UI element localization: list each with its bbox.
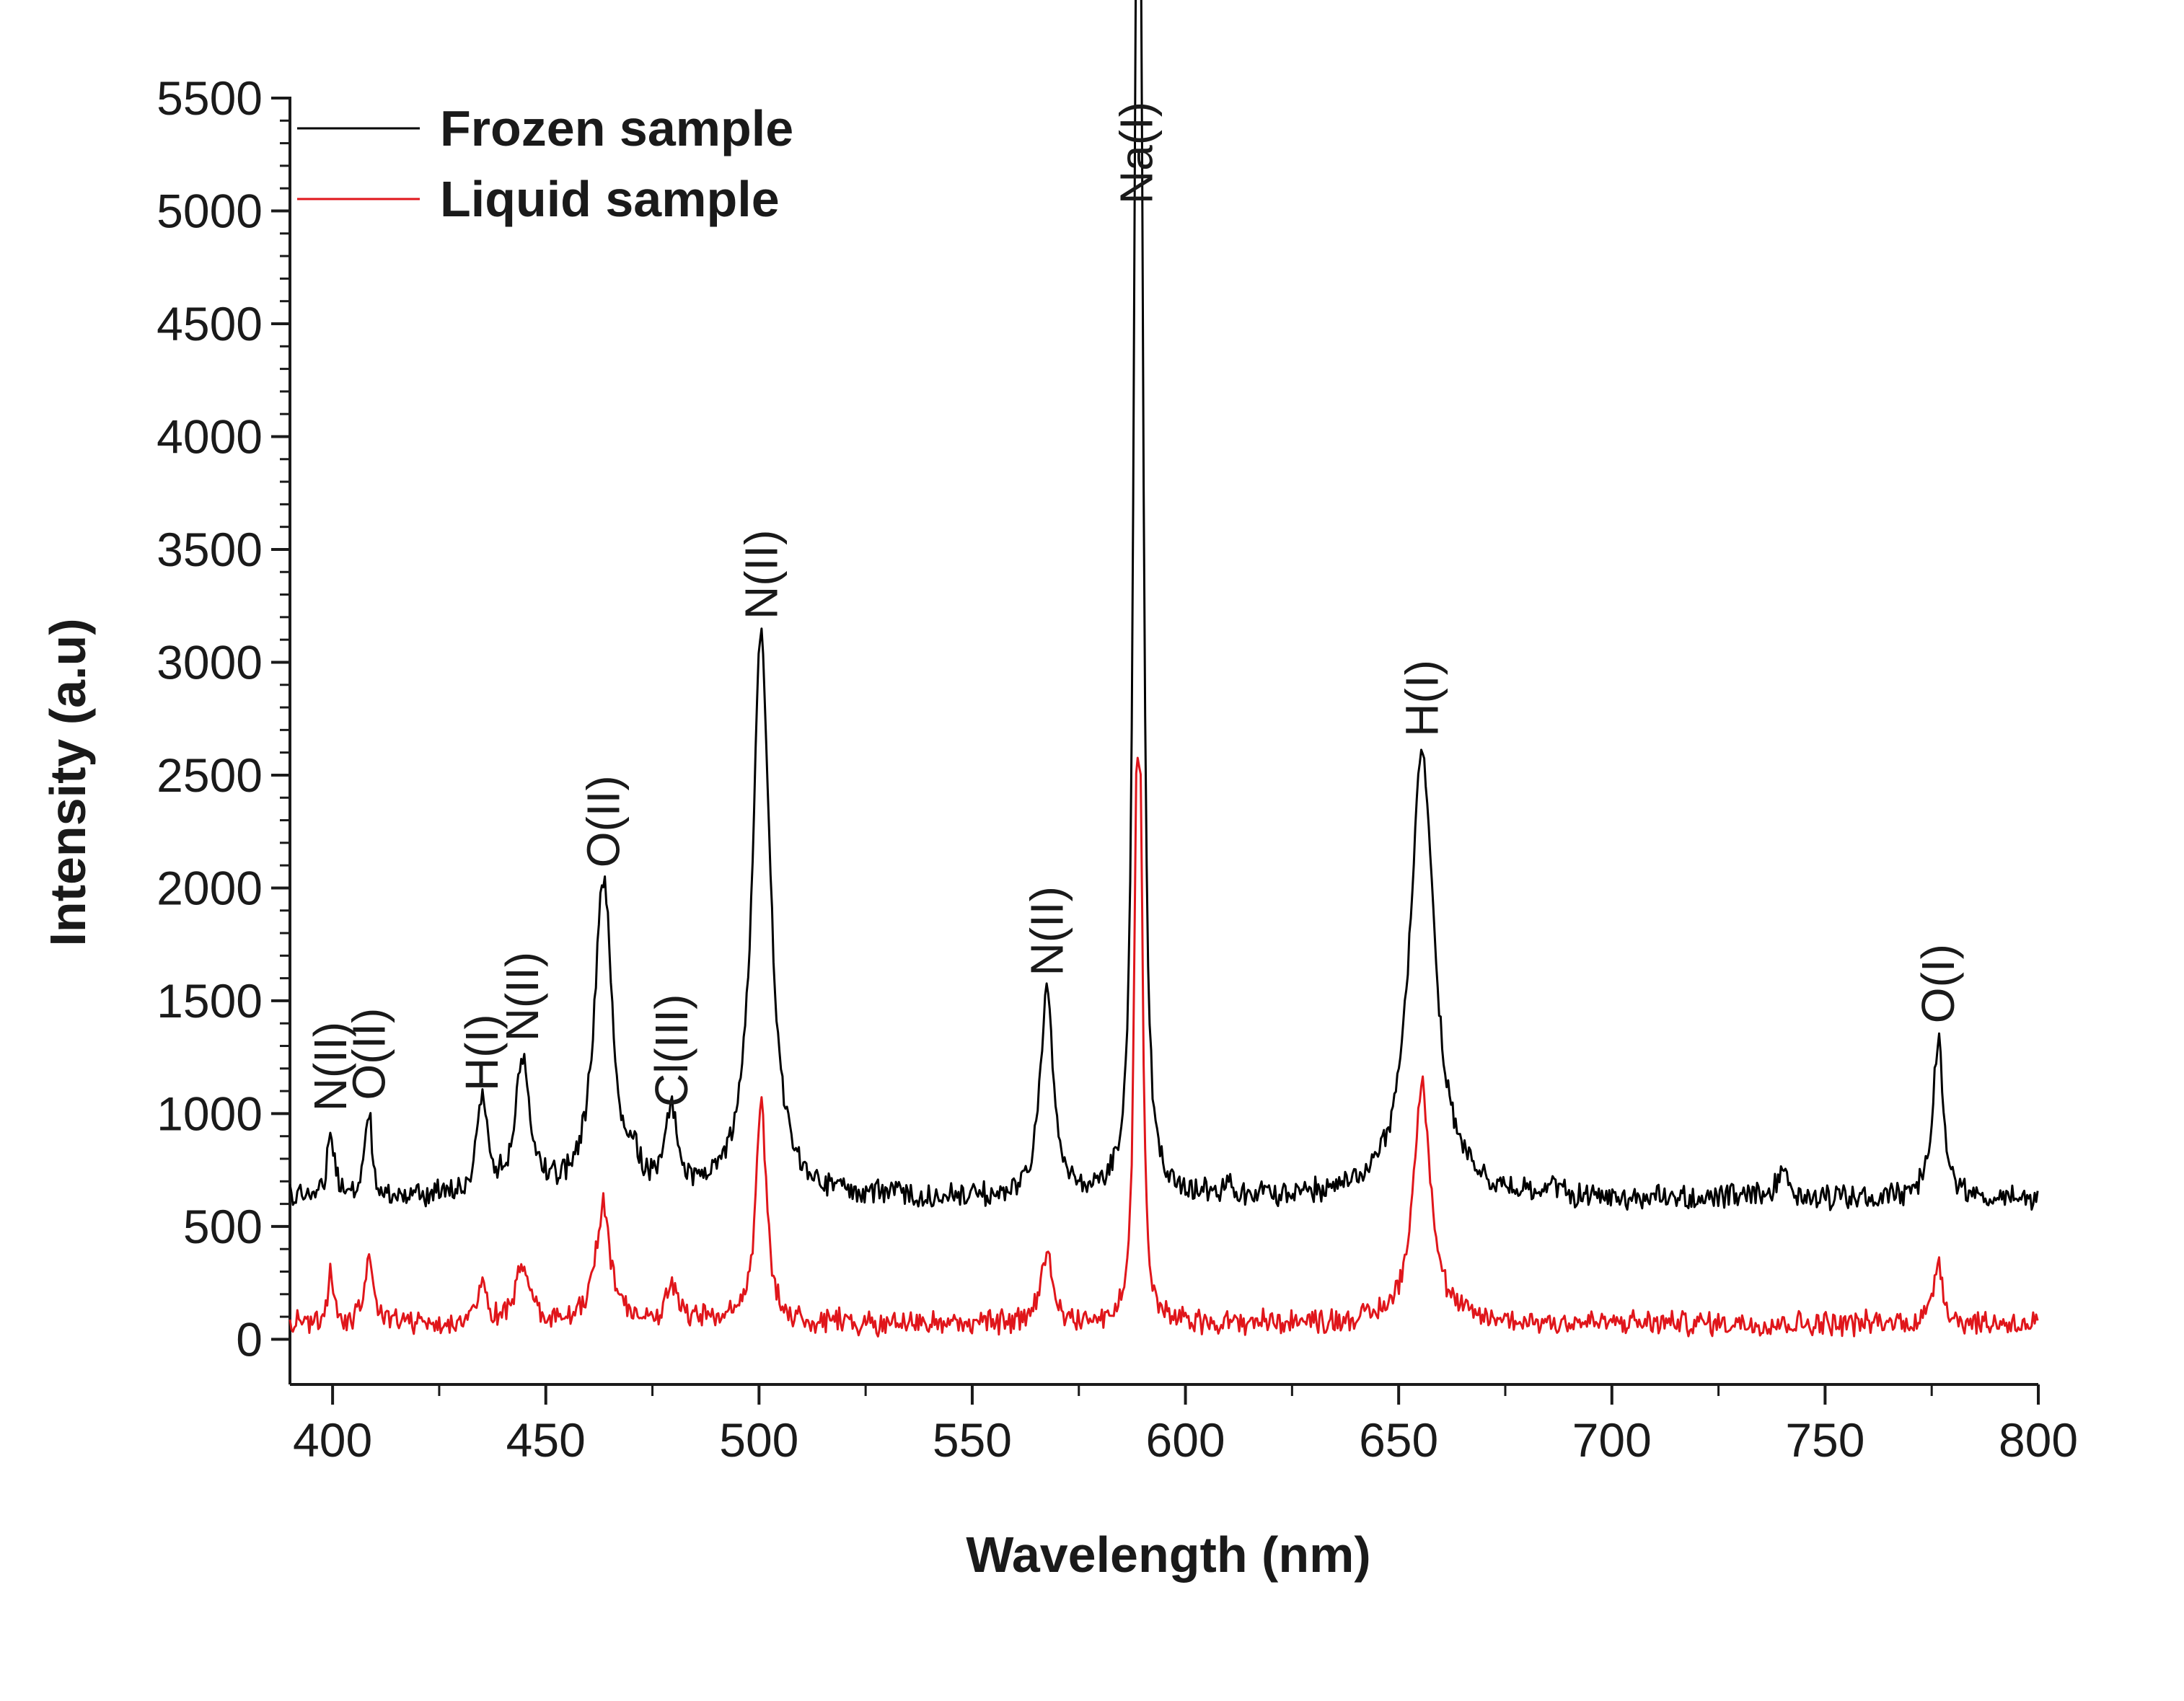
y-tick-label: 2000 [157,861,263,914]
series-line-liquid [289,756,2039,1338]
peak-label: N(II) [735,530,787,619]
y-tick-label: 500 [183,1200,263,1253]
x-tick-label: 650 [1359,1413,1438,1467]
peak-label: Na(I) [1111,102,1163,204]
x-tick-label: 550 [933,1413,1012,1467]
y-tick-label: 5500 [157,71,263,125]
y-tick-label: 3500 [157,523,263,576]
series-line-frozen [289,0,2039,1211]
y-axis-title: Intensity (a.u) [40,618,96,946]
x-tick-label: 450 [506,1413,586,1467]
peak-label: H(I) [456,1014,508,1091]
x-tick-label: 800 [1999,1413,2078,1467]
x-tick-label: 500 [719,1413,798,1467]
legend-label-frozen: Frozen sample [440,100,793,156]
x-tick-label: 750 [1785,1413,1864,1467]
y-tick-label: 1500 [157,974,263,1028]
peak-label: H(I) [1396,660,1448,737]
legend: Frozen sample Liquid sample [297,100,793,227]
y-tick-label: 1000 [157,1087,263,1140]
y-tick-label: 0 [236,1312,263,1366]
peak-labels: N(II)O(II) H(I)N(II)O(II)Cl(III)N(II)N(II… [304,102,1964,1111]
peak-label: N(II) [496,952,548,1041]
series-layer [289,0,2039,1338]
x-tick-label: 600 [1145,1413,1225,1467]
axes: 0 500 1000 1500 2000 2500 3000 3500 4000 4500 5000… [157,71,2078,1467]
peak-label: O(II) [343,1008,395,1100]
y-tick-label: 3000 [157,635,263,689]
y-tick-label: 2500 [157,748,263,802]
y-tick-label: 4500 [157,297,263,350]
y-tick-label: 5000 [157,184,263,237]
peak-label: N(II) [1021,886,1073,976]
peak-label: Cl(III) [646,994,697,1107]
legend-label-liquid: Liquid sample [440,171,780,227]
x-tick-label: 700 [1572,1413,1652,1467]
peak-label: N(II) [304,1022,356,1111]
x-axis-title: Wavelength (nm) [966,1527,1370,1583]
y-tick-label: 4000 [157,410,263,463]
peak-label: O(II) [578,775,630,867]
x-tick-label: 400 [293,1413,372,1467]
peak-label: O(I) [1912,944,1964,1023]
